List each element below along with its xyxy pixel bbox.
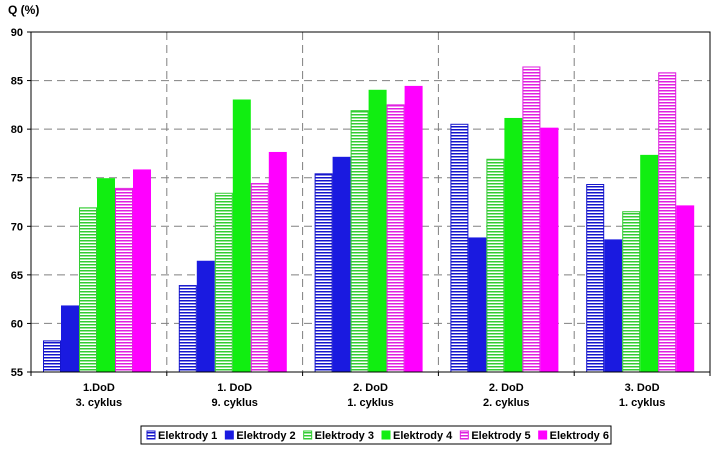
bar-series-3-category-1 [79, 207, 97, 373]
bar-series-6-category-2 [268, 151, 287, 373]
y-tick-label: 80 [11, 124, 23, 136]
bar-series-2-category-2 [196, 260, 215, 373]
bar-series-1-category-2 [178, 285, 197, 373]
y-tick-label: 55 [11, 367, 23, 379]
bars [43, 66, 695, 373]
legend-swatch [146, 430, 156, 440]
bar-series-4-category-4 [504, 117, 523, 373]
y-tick-label: 85 [11, 76, 23, 88]
axes: 55 60 65 70 75 80 85 90 1.DoD 3. cyklus 1. DoD 9. c… [11, 27, 711, 409]
legend-swatch [303, 430, 313, 440]
legend-label: Elektrody 5 [471, 430, 530, 442]
x-category-label: 2. DoD [353, 382, 388, 394]
bar-series-1-category-5 [586, 184, 605, 373]
legend-label: Elektrody 2 [236, 430, 295, 442]
bar-series-2-category-1 [61, 305, 79, 373]
bar-series-5-category-3 [386, 104, 405, 373]
bar-series-4-category-5 [640, 154, 659, 373]
legend-swatch [381, 430, 391, 440]
bar-series-3-category-4 [486, 158, 505, 373]
bar-series-4-category-1 [97, 178, 115, 373]
y-axis-title: Q (%) [8, 3, 39, 17]
x-category-label: 3. cyklus [76, 397, 122, 409]
bar-series-1-category-3 [314, 173, 333, 373]
x-category-label: 1. cyklus [347, 397, 393, 409]
bar-series-1-category-4 [450, 123, 469, 373]
bar-series-6-category-1 [133, 169, 151, 373]
legend-box [140, 425, 612, 445]
legend-label: Elektrody 3 [315, 430, 374, 442]
x-category-label: 1.DoD [83, 382, 115, 394]
x-category-label: 9. cyklus [211, 397, 257, 409]
bar-series-2-category-3 [332, 156, 351, 373]
y-tick-label: 65 [11, 270, 23, 282]
bar-series-5-category-1 [115, 187, 133, 373]
y-tick-label: 75 [11, 173, 23, 185]
legend-label: Elektrody 4 [393, 430, 453, 442]
bar-series-6-category-3 [404, 85, 423, 373]
legend-label: Elektrody 1 [158, 430, 217, 442]
bar-series-6-category-4 [540, 127, 559, 373]
bar-series-2-category-4 [468, 237, 487, 373]
bar-series-4-category-2 [232, 99, 251, 373]
legend-label: Elektrody 6 [550, 430, 609, 442]
legend-swatch [224, 430, 234, 440]
legend-swatch [538, 430, 548, 440]
y-tick-label: 90 [11, 27, 23, 39]
legend: Elektrody 1 Elektrody 2 Elektrody 3 Elektro… [140, 425, 612, 445]
bar-series-5-category-4 [522, 66, 541, 373]
plot-frame [30, 31, 711, 373]
bar-series-5-category-5 [658, 72, 677, 373]
bar-series-3-category-3 [350, 110, 369, 373]
x-category-label: 2. DoD [489, 382, 524, 394]
bar-series-5-category-2 [250, 183, 269, 373]
bar-series-3-category-5 [622, 211, 641, 373]
bar-series-1-category-1 [43, 340, 61, 373]
bar-series-2-category-5 [604, 239, 623, 373]
bar-series-3-category-2 [214, 192, 233, 373]
y-tick-label: 70 [11, 221, 23, 233]
legend-swatch [459, 430, 469, 440]
y-tick-label: 60 [11, 318, 23, 330]
x-category-label: 1. DoD [217, 382, 252, 394]
x-category-label: 2. cyklus [483, 397, 529, 409]
x-category-label: 1. cyklus [619, 397, 665, 409]
x-category-label: 3. DoD [625, 382, 660, 394]
bar-series-6-category-5 [676, 205, 695, 373]
bar-series-4-category-3 [368, 89, 387, 373]
